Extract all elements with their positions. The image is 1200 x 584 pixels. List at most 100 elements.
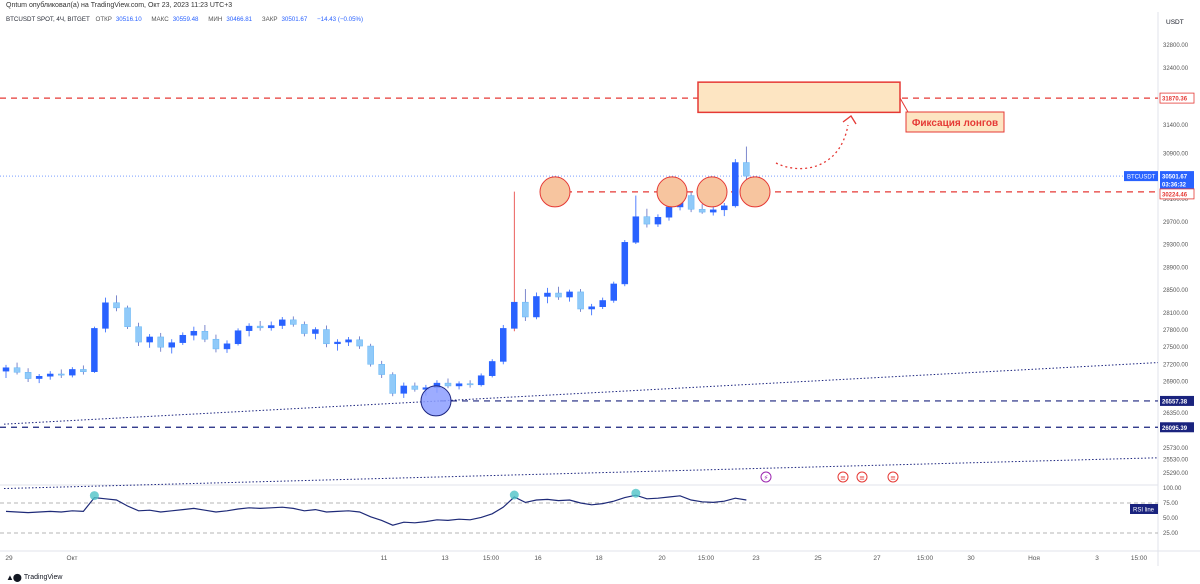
candle[interactable]	[477, 373, 485, 387]
projection-arrow[interactable]	[775, 124, 849, 170]
candle[interactable]	[511, 191, 518, 332]
candle[interactable]	[566, 289, 573, 302]
candle[interactable]	[24, 368, 32, 382]
candle[interactable]	[135, 322, 142, 347]
candle[interactable]	[533, 292, 540, 320]
price-badge[interactable]	[1160, 179, 1194, 190]
candle-body	[334, 341, 341, 345]
support-trendline[interactable]	[3, 457, 1159, 490]
candle[interactable]	[113, 295, 120, 312]
candle[interactable]	[201, 324, 209, 343]
flag-event-icon-glyph: ≡	[840, 474, 846, 482]
candle[interactable]	[345, 336, 352, 347]
candle[interactable]	[279, 316, 286, 329]
candle[interactable]	[555, 286, 562, 300]
resistance-touch-circle[interactable]	[739, 176, 771, 208]
candle[interactable]	[168, 339, 175, 354]
candle[interactable]	[544, 287, 551, 304]
candle[interactable]	[367, 343, 374, 367]
candle[interactable]	[46, 371, 54, 380]
candle[interactable]	[400, 382, 408, 398]
candle[interactable]	[146, 334, 153, 348]
target-zone-rect[interactable]	[697, 81, 901, 114]
candle[interactable]	[466, 380, 474, 388]
candle[interactable]	[588, 303, 595, 316]
candle[interactable]	[290, 316, 297, 327]
candle[interactable]	[610, 281, 617, 303]
candle[interactable]	[124, 305, 131, 329]
candle[interactable]	[621, 240, 629, 287]
candle[interactable]	[643, 208, 651, 228]
price-badge-text: 30224.46	[1162, 192, 1188, 198]
candle-body	[632, 216, 640, 243]
candle[interactable]	[234, 328, 242, 346]
candle[interactable]	[312, 327, 319, 340]
candle[interactable]	[267, 321, 275, 331]
candle[interactable]	[179, 332, 187, 345]
flash-event-icon-glyph: ⚡	[764, 474, 769, 482]
candle[interactable]	[223, 340, 231, 353]
candle[interactable]	[743, 146, 750, 180]
price-badge[interactable]	[1159, 188, 1195, 200]
rsi-tick-label: 50.00	[1163, 516, 1179, 522]
price-badge-text: 31870.36	[1162, 97, 1188, 103]
candle[interactable]	[698, 204, 706, 214]
candle[interactable]	[256, 320, 264, 331]
resistance-touch-circle[interactable]	[539, 176, 571, 208]
candle[interactable]	[411, 382, 419, 392]
candle[interactable]	[599, 297, 606, 310]
candle[interactable]	[91, 326, 98, 373]
candle[interactable]	[732, 159, 739, 208]
candle[interactable]	[356, 336, 363, 349]
candle[interactable]	[654, 214, 662, 227]
price-badge[interactable]	[1159, 92, 1195, 104]
candle[interactable]	[58, 369, 65, 378]
resistance-touch-circle[interactable]	[696, 176, 728, 208]
candle[interactable]	[632, 195, 640, 245]
candle[interactable]	[444, 378, 452, 389]
symbol-name[interactable]: BTCUSDT SPOT, 4Ч, BITGET	[6, 16, 90, 23]
candle[interactable]	[500, 324, 507, 365]
flag-event-icon[interactable]	[856, 471, 868, 483]
candle[interactable]	[378, 360, 385, 378]
candle-body	[267, 325, 275, 329]
candle[interactable]	[301, 321, 308, 337]
candle[interactable]	[190, 326, 198, 341]
rsi-line[interactable]	[5, 494, 747, 526]
candle[interactable]	[488, 359, 496, 378]
candle[interactable]	[577, 289, 584, 312]
candle[interactable]	[389, 372, 396, 397]
price-badge[interactable]	[1160, 171, 1194, 182]
candle[interactable]	[80, 365, 87, 375]
resistance-touch-circle[interactable]	[656, 176, 688, 208]
candle[interactable]	[102, 297, 109, 333]
candle[interactable]	[245, 323, 253, 337]
candle[interactable]	[687, 192, 695, 213]
candle[interactable]	[212, 334, 220, 353]
annotation-box[interactable]	[905, 111, 1005, 133]
candle[interactable]	[157, 332, 164, 352]
candle[interactable]	[13, 362, 21, 375]
candle-body	[588, 306, 595, 310]
price-badge[interactable]	[1160, 422, 1194, 433]
support-touch-circle[interactable]	[420, 385, 452, 417]
candle[interactable]	[323, 325, 330, 348]
candle[interactable]	[709, 206, 717, 216]
candle[interactable]	[721, 202, 728, 217]
flag-event-icon[interactable]	[887, 471, 899, 483]
candle-body	[621, 242, 629, 285]
flash-event-icon[interactable]	[760, 471, 772, 483]
candle[interactable]	[522, 289, 529, 321]
candle[interactable]	[334, 339, 341, 351]
lower-trendline[interactable]	[3, 362, 1159, 425]
candle[interactable]	[35, 373, 43, 384]
candle[interactable]	[69, 367, 76, 378]
rsi-badge[interactable]	[1130, 504, 1158, 514]
symbol-badge[interactable]	[1124, 171, 1158, 182]
flag-event-icon[interactable]	[837, 471, 849, 483]
price-badge[interactable]	[1160, 395, 1194, 406]
candle[interactable]	[2, 364, 10, 378]
candle[interactable]	[455, 381, 463, 390]
footer-logo[interactable]: ▲⬤ TradingView	[6, 573, 62, 582]
